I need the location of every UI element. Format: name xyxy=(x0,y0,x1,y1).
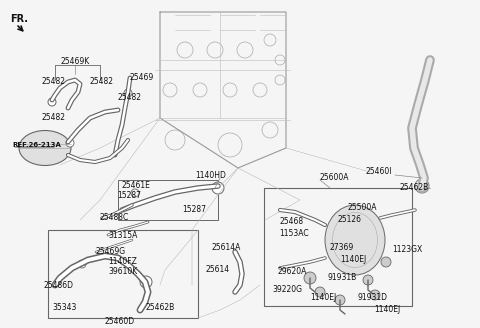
Text: 39220G: 39220G xyxy=(272,285,302,295)
Text: 25482: 25482 xyxy=(118,93,142,102)
Text: 15287: 15287 xyxy=(117,192,141,200)
Text: 39610K: 39610K xyxy=(108,268,137,277)
Circle shape xyxy=(48,98,56,106)
Text: 25614A: 25614A xyxy=(212,243,241,253)
Bar xyxy=(48,230,198,318)
Bar xyxy=(264,188,412,306)
Circle shape xyxy=(415,179,429,193)
Circle shape xyxy=(363,275,373,285)
Text: REF.26-213A: REF.26-213A xyxy=(12,142,61,148)
Text: 25469: 25469 xyxy=(130,73,154,83)
Text: 25461E: 25461E xyxy=(122,181,151,191)
Text: 1123GX: 1123GX xyxy=(392,245,422,255)
Text: 25482: 25482 xyxy=(89,77,113,87)
Text: 15287: 15287 xyxy=(182,206,206,215)
Text: FR.: FR. xyxy=(10,14,28,24)
Text: 25600A: 25600A xyxy=(320,174,349,182)
Text: 1140EJ: 1140EJ xyxy=(374,305,400,315)
Text: 25614: 25614 xyxy=(206,265,230,275)
Text: 35343: 35343 xyxy=(52,302,76,312)
Text: 91931B: 91931B xyxy=(328,274,357,282)
Text: 25460D: 25460D xyxy=(105,318,135,326)
Circle shape xyxy=(66,139,74,147)
Text: 29620A: 29620A xyxy=(278,268,307,277)
Text: 31315A: 31315A xyxy=(108,231,137,239)
Circle shape xyxy=(335,295,345,305)
Text: 25462B: 25462B xyxy=(400,183,429,193)
Text: 25469G: 25469G xyxy=(95,248,125,256)
Circle shape xyxy=(370,290,380,300)
Circle shape xyxy=(304,272,316,284)
Circle shape xyxy=(140,276,152,288)
Text: 25482: 25482 xyxy=(42,113,66,122)
Circle shape xyxy=(315,287,325,297)
Text: 1140FZ: 1140FZ xyxy=(108,257,137,266)
Text: 25482: 25482 xyxy=(42,77,66,87)
Text: 27369: 27369 xyxy=(330,243,354,253)
Bar xyxy=(118,180,218,220)
Text: 25488C: 25488C xyxy=(100,214,129,222)
Text: 91931D: 91931D xyxy=(358,294,388,302)
Text: 25469K: 25469K xyxy=(60,57,90,67)
Text: 1140HD: 1140HD xyxy=(195,171,226,179)
Text: 25486D: 25486D xyxy=(44,280,74,290)
Text: 25500A: 25500A xyxy=(348,203,377,213)
Circle shape xyxy=(212,182,224,194)
Ellipse shape xyxy=(325,205,385,275)
Text: 25460I: 25460I xyxy=(365,168,392,176)
Text: 1140EJ: 1140EJ xyxy=(340,256,366,264)
Text: 25462B: 25462B xyxy=(145,303,174,313)
Text: 1153AC: 1153AC xyxy=(279,230,309,238)
Circle shape xyxy=(381,257,391,267)
Circle shape xyxy=(124,89,132,97)
Text: 1140EJ: 1140EJ xyxy=(310,294,336,302)
Circle shape xyxy=(78,260,86,268)
Text: 25126: 25126 xyxy=(337,215,361,224)
Text: 25468: 25468 xyxy=(279,217,303,227)
Ellipse shape xyxy=(19,131,71,166)
